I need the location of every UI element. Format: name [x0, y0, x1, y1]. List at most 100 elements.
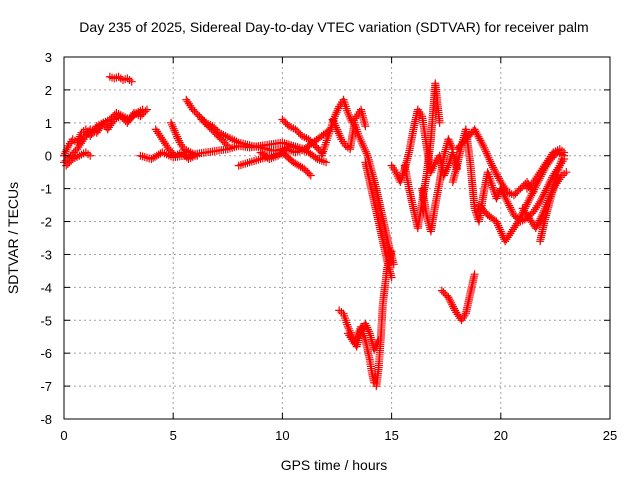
- data-point-s15-p6-2: [363, 323, 372, 332]
- data-point-s11-p0-1: [280, 117, 289, 126]
- data-point-s22-p4-6: [493, 172, 502, 181]
- data-point-s20-p6: [470, 270, 479, 279]
- data-point-s23-p6-2: [522, 200, 531, 209]
- data-point-s26-p5: [557, 155, 566, 164]
- data-point-s22-p3-3: [481, 147, 490, 156]
- data-point-s13-p6-3: [357, 137, 366, 146]
- data-point-s22-p2-1: [471, 127, 480, 136]
- data-point-s3-p5: [127, 77, 136, 86]
- data-point-s25-p6-1: [560, 169, 569, 178]
- data-point-s27-p0-1: [524, 182, 533, 191]
- data-point-s16-p1-2: [352, 335, 361, 344]
- data-point-s24-p1-3: [506, 203, 515, 212]
- data-point-s15-p6: [361, 319, 370, 328]
- data-point-s23-p6-3: [523, 198, 532, 207]
- data-point-s8-p3-1: [218, 136, 227, 145]
- data-point-s13-p6: [354, 131, 363, 140]
- data-point-s23-p2: [492, 217, 501, 226]
- data-point-s24-p0: [496, 184, 505, 193]
- data-point-s9-p0-1: [236, 160, 245, 169]
- data-point-s9-p6-1: [301, 166, 310, 175]
- data-point-s12-p3-2: [332, 108, 341, 117]
- data-point-s13-p0-1: [329, 117, 338, 126]
- data-point-s15-p1-3: [341, 316, 350, 325]
- data-point-s2-p0-1: [63, 159, 72, 168]
- data-point-s25-p2-5: [536, 214, 545, 223]
- data-point-s12-p5-1: [340, 97, 349, 106]
- data-point-s23-p7-3: [530, 185, 539, 194]
- data-point-s13-p7-2: [360, 145, 369, 154]
- data-point-s19-p6-3: [447, 141, 456, 150]
- data-point-s1-p10-1: [127, 113, 136, 122]
- data-point-s22-p7-1: [511, 189, 520, 198]
- data-point-s22-p3-5: [483, 151, 492, 160]
- data-point-s6-p0: [167, 118, 176, 127]
- chart-title: Day 235 of 2025, Sidereal Day-to-day VTE…: [79, 19, 588, 35]
- data-point-s13-p6-4: [358, 139, 367, 148]
- x-tick-label: 0: [60, 428, 67, 443]
- data-point-s23-p6-5: [525, 194, 534, 203]
- data-point-s12-p3-1: [331, 110, 340, 119]
- data-point-s24-p1-2: [505, 201, 514, 210]
- x-tick-label: 5: [170, 428, 177, 443]
- data-point-s24-p6-2: [537, 194, 546, 203]
- y-tick-label: -2: [40, 215, 52, 230]
- y-tick-label: -5: [40, 313, 52, 328]
- x-tick-label: 25: [603, 428, 617, 443]
- data-point-s22-p3-9: [487, 159, 496, 168]
- data-point-s1-p10-2: [128, 112, 137, 121]
- data-point-s17-p9-1: [427, 166, 436, 175]
- data-point-s1-p7: [105, 115, 114, 124]
- data-point-s17-p1-2: [393, 172, 402, 181]
- data-point-s16-p12: [387, 247, 396, 256]
- data-point-s4-p8-2: [228, 143, 237, 152]
- data-point-s24-p1-5: [508, 207, 517, 216]
- data-point-s8-p3-3: [222, 140, 231, 149]
- data-point-s20-p1-3: [447, 298, 456, 307]
- data-point-s22-p3-1: [480, 143, 489, 152]
- data-point-s22-p4-3: [490, 167, 499, 176]
- data-point-s13-p1-4: [336, 133, 345, 142]
- data-point-s20-p1-2: [446, 296, 455, 305]
- y-axis-label: SDTVAR / TECUs: [5, 182, 21, 294]
- data-point-s11-p0-2: [281, 118, 290, 127]
- data-point-s24-p0-5: [501, 194, 510, 203]
- data-point-s1-p7-2: [109, 112, 118, 121]
- data-point-s13-p7: [359, 141, 368, 150]
- data-point-s24-p6-5: [540, 188, 549, 197]
- data-point-s20-p0-1: [439, 288, 448, 297]
- data-point-s4-p8-3: [230, 143, 239, 152]
- data-point-s11-p2-2: [294, 128, 303, 137]
- data-point-s11-p0: [278, 115, 287, 124]
- data-point-s18-p8: [435, 118, 444, 127]
- data-point-s13-p1: [333, 125, 341, 134]
- plot-frame: [63, 56, 611, 420]
- data-point-s22-p4-5: [492, 170, 501, 179]
- data-point-s25-p2-2: [533, 220, 542, 229]
- data-point-s11-p4-3: [309, 140, 318, 149]
- data-point-s25-p2-1: [532, 222, 541, 231]
- data-point-s8-p0-2: [200, 118, 209, 127]
- data-point-s17-p9-3: [429, 162, 438, 171]
- data-point-s11-p4: [304, 135, 313, 144]
- data-point-s6-p1: [171, 128, 180, 137]
- data-point-s22-p2-2: [472, 129, 481, 138]
- data-point-s13-p0: [328, 115, 337, 124]
- data-point-s22-p4-1: [489, 163, 498, 172]
- data-point-s23-p7-2: [529, 187, 538, 196]
- y-tick-label: -8: [40, 412, 52, 427]
- data-point-s7-p19: [322, 158, 331, 167]
- data-point-s13-p14: [389, 260, 398, 269]
- data-point-s13-p0-3: [331, 121, 340, 130]
- data-point-s22-p4: [488, 161, 497, 170]
- data-point-s17-p1: [391, 168, 400, 177]
- data-point-s25-p2: [531, 224, 540, 233]
- data-point-s5-p2: [164, 145, 173, 154]
- data-point-s11-p5: [311, 141, 320, 150]
- data-point-s16-p1: [350, 339, 359, 348]
- data-point-s21-p10: [492, 194, 501, 203]
- data-point-s22-p7-2: [513, 187, 522, 196]
- data-point-s27-p0: [523, 184, 532, 193]
